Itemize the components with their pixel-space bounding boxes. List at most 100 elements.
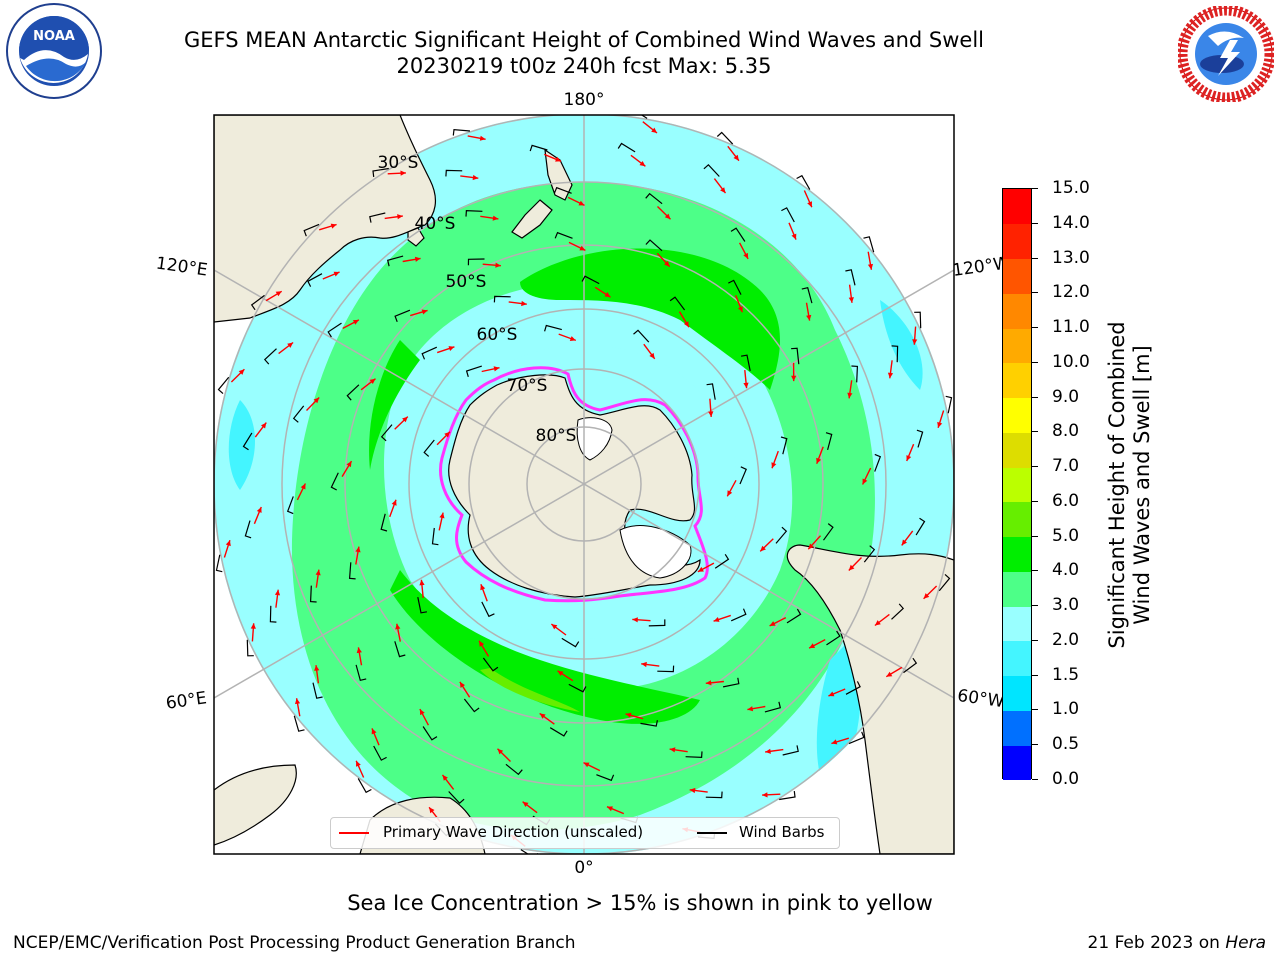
wave-arrow-head bbox=[579, 245, 586, 251]
wind-barb bbox=[845, 269, 856, 286]
wave-arrow-head bbox=[641, 661, 647, 668]
colorbar-cell bbox=[1003, 258, 1031, 294]
colorbar-tick-mark bbox=[1032, 466, 1038, 468]
wind-barb bbox=[823, 523, 834, 541]
wave-arrow-head bbox=[664, 260, 670, 267]
map-subtitle: 20230219 t00z 240h fcst Max: 5.35 bbox=[396, 54, 772, 78]
colorbar-tick-label: 6.0 bbox=[1052, 490, 1080, 511]
colorbar-cell bbox=[1003, 467, 1031, 503]
wave-arrow-head bbox=[583, 762, 590, 768]
wind-barb bbox=[293, 715, 305, 732]
africa bbox=[214, 764, 297, 846]
colorbar-tick-mark bbox=[1032, 570, 1038, 572]
wave-arrow-head bbox=[225, 540, 231, 547]
colorbar-tick-label: 8.0 bbox=[1052, 421, 1080, 442]
wind-barb bbox=[739, 466, 747, 485]
wind-barb bbox=[915, 517, 926, 536]
wind-barb bbox=[312, 682, 323, 699]
wave-arrow-head bbox=[539, 713, 546, 719]
wave-arrow-head bbox=[847, 392, 853, 399]
wind-barb bbox=[826, 630, 841, 646]
colorbar-tick-label: 3.0 bbox=[1052, 595, 1080, 616]
wind-barb bbox=[445, 169, 463, 177]
lat-label-50s: 50°S bbox=[446, 272, 487, 292]
wind-barb bbox=[549, 727, 568, 737]
wave-arrow-head bbox=[493, 366, 500, 372]
wave-arrow-head bbox=[632, 617, 638, 623]
colorbar-tick-label: 1.0 bbox=[1052, 699, 1080, 720]
wave-arrow-head bbox=[480, 584, 486, 591]
wave-field-4-5m-sw bbox=[390, 570, 700, 724]
wave-arrow-head bbox=[369, 378, 376, 384]
wind-barb bbox=[705, 791, 723, 799]
wind-barb bbox=[373, 745, 387, 761]
wind-barb bbox=[372, 167, 389, 177]
wind-barb bbox=[520, 849, 539, 854]
map-frame bbox=[213, 114, 955, 855]
sea-ice-edge bbox=[439, 366, 709, 603]
wave-arrow-head bbox=[887, 372, 894, 379]
colorbar-tick-label: 4.0 bbox=[1052, 560, 1080, 581]
colorbar bbox=[1002, 188, 1032, 781]
wave-arrow-head bbox=[287, 342, 294, 348]
colorbar-tick-label: 0.5 bbox=[1052, 734, 1080, 755]
wave-arrow-head bbox=[250, 623, 256, 629]
colorbar-label-line1: Significant Height of Combined bbox=[1105, 321, 1129, 649]
wave-arrow-head bbox=[720, 187, 726, 194]
map-title: GEFS MEAN Antarctic Significant Height o… bbox=[183, 28, 985, 52]
wind-barb bbox=[938, 573, 951, 592]
wind-barb bbox=[244, 520, 252, 539]
colorbar-tick-label: 13.0 bbox=[1052, 247, 1090, 268]
vector-layer bbox=[215, 115, 953, 854]
ronne-ice-shelf bbox=[619, 525, 692, 579]
wave-arrow-head bbox=[705, 680, 712, 686]
wind-barb bbox=[431, 527, 439, 546]
wind-barb bbox=[242, 432, 253, 451]
wind-barb bbox=[786, 608, 802, 624]
wave-arrow-head bbox=[848, 297, 854, 303]
wave-arrow-head bbox=[448, 346, 455, 351]
graticule bbox=[214, 115, 954, 854]
wind-barb bbox=[561, 637, 580, 648]
colorbar-tick-mark bbox=[1032, 396, 1038, 398]
wave-arrow-head bbox=[806, 314, 812, 321]
wave-arrow-head bbox=[555, 156, 561, 162]
wave-arrow-head bbox=[578, 200, 585, 206]
wave-arrow-head bbox=[807, 201, 812, 208]
wave-arrow-head bbox=[521, 300, 527, 307]
wind-barb bbox=[781, 207, 795, 223]
wave-arrow-head bbox=[400, 170, 406, 176]
south-america bbox=[786, 544, 954, 854]
footer-branch: NCEP/EMC/Verification Post Processing Pr… bbox=[13, 933, 576, 953]
national-weather-service-logo bbox=[1178, 6, 1274, 102]
wind-barb bbox=[782, 745, 799, 756]
wave-arrow-head bbox=[937, 421, 943, 428]
wind-barb bbox=[791, 347, 800, 365]
colorbar-tick-label: 2.0 bbox=[1052, 629, 1080, 650]
wave-arrow-head bbox=[330, 223, 337, 229]
colorbar-cell bbox=[1003, 397, 1031, 433]
wind-barb bbox=[714, 553, 730, 569]
colorbar-tick-mark bbox=[1032, 744, 1038, 746]
wave-arrow-head bbox=[315, 569, 321, 576]
wind-barb bbox=[903, 657, 918, 674]
wave-arrow-head bbox=[831, 739, 838, 745]
wave-arrow-head bbox=[743, 382, 749, 389]
wind-barb bbox=[703, 163, 720, 177]
colorbar-tick-label: 11.0 bbox=[1052, 317, 1090, 338]
colorbar-label-line2: Wind Waves and Swell [m] bbox=[1130, 345, 1154, 625]
wave-arrow-head bbox=[708, 411, 714, 417]
wave-arrow-head bbox=[808, 543, 814, 550]
wind-barb bbox=[303, 223, 320, 237]
wind-barb bbox=[286, 496, 294, 515]
noaa-logo: NOAA bbox=[6, 3, 102, 99]
colorbar-cell bbox=[1003, 328, 1031, 364]
colorbar-cell bbox=[1003, 710, 1031, 746]
wave-arrow-head bbox=[697, 566, 704, 572]
wind-barb bbox=[355, 664, 367, 682]
wind-barb bbox=[914, 311, 922, 329]
wave-arrow-head bbox=[459, 681, 465, 688]
wind-barb bbox=[730, 608, 747, 622]
wave-arrow-head bbox=[479, 640, 485, 647]
wind-barb bbox=[640, 720, 658, 727]
